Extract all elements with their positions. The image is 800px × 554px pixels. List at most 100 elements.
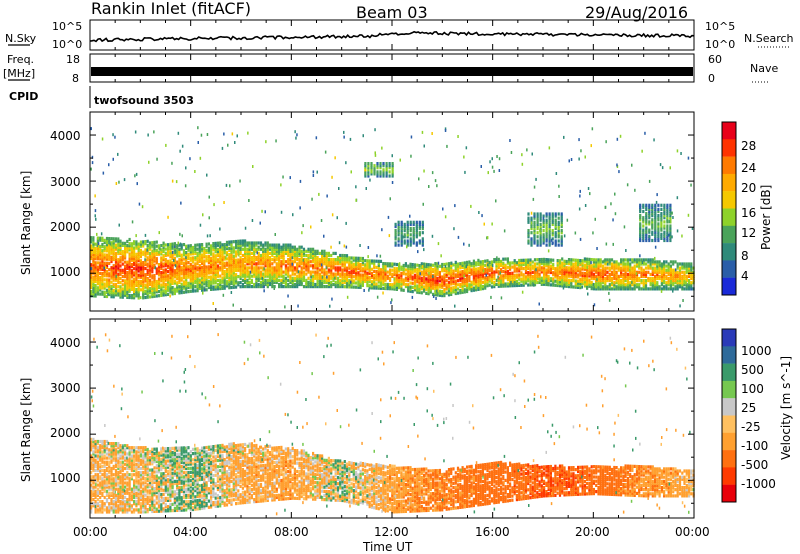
power-echo-cell [533,212,536,216]
power-echo-cell [105,278,109,282]
power-echo-cell [185,261,188,265]
power-echo-cell [633,276,636,281]
power-echo-cell [624,268,627,272]
power-echo-cell [518,281,521,285]
power-echo-cell [538,302,540,306]
power-echo-cell [293,258,296,262]
power-echo-cell [94,292,97,296]
power-echo-cell [266,268,269,272]
power-echo-cell [375,282,378,286]
power-echo-cell [406,243,409,247]
power-echo-cell [577,281,580,285]
power-echo-cell [548,224,551,229]
power-echo-cell [566,218,569,222]
power-echo-cell [437,242,440,246]
power-echo-cell [484,280,487,284]
power-echo-cell [359,267,362,271]
power-echo-cell [185,259,188,263]
power-echo-cell [296,251,299,255]
power-echo-cell [223,201,225,204]
power-echo-cell [651,203,654,207]
power-echo-cell [359,275,362,279]
power-echo-cell [148,258,152,262]
power-echo-cell [642,232,645,236]
power-echo-cell [284,243,287,247]
power-echo-cell [479,264,482,268]
power-echo-cell [135,258,138,263]
power-echo-cell [373,284,376,288]
power-echo-cell [577,260,579,264]
power-echo-cell [605,242,608,246]
noise-panel: 10^5 10^0 10^5 10^0 [52,19,735,51]
power-echo-cell [431,132,433,135]
power-echo-cell [629,272,632,276]
power-echo-cell [187,290,190,294]
power-echo-cell [427,265,430,269]
power-echo-cell [321,268,324,272]
power-echo-cell [649,260,652,264]
power-echo-cell [626,260,629,264]
power-echo-cell [561,280,564,284]
power-echo-cell [377,284,380,288]
power-echo-cell [262,245,265,249]
power-echo-cell [658,266,661,270]
power-echo-cell [493,280,496,284]
power-echo-cell [249,270,252,274]
power-echo-cell [228,246,231,250]
power-echo-cell [377,261,380,265]
power-echo-cell [327,262,330,266]
power-echo-cell [445,285,448,289]
power-echo-cell [205,282,208,286]
power-echo-cell [316,272,319,276]
power-echo-cell [171,281,174,285]
power-echo-cell [246,247,249,251]
power-echo-cell [250,247,253,251]
power-echo-cell [633,264,636,268]
power-echo-cell [302,285,306,289]
power-echo-cell [409,275,412,279]
power-echo-cell [644,279,648,283]
power-echo-cell [619,134,622,138]
power-echo-cell [318,192,320,196]
power-echo-cell [524,269,528,273]
power-echo-cell [395,285,398,289]
power-echo-cell [572,275,575,279]
power-echo-cell [316,278,319,282]
power-echo-cell [203,278,206,282]
power-echo-cell [669,228,672,232]
velocity-echo-cell [92,444,95,448]
power-echo-cell [264,260,267,264]
power-echo-cell [137,288,140,292]
power-echo-cell [527,239,530,243]
power-echo-cell [434,276,437,280]
power-echo-cell [624,272,627,276]
power-echo-cell [509,271,512,275]
power-echo-cell [173,248,176,252]
power-echo-cell [295,136,297,140]
power-echo-cell [660,232,663,236]
power-echo-cell [599,268,602,272]
power-echo-cell [278,274,281,278]
power-echo-cell [450,270,453,274]
power-echo-cell [608,283,611,287]
power-echo-cell [169,246,172,251]
power-echo-cell [570,283,573,287]
power-echo-cell [635,285,639,289]
power-echo-cell [510,151,513,154]
power-echo-cell [137,269,140,273]
power-echo-cell [169,259,172,263]
power-echo-cell [133,240,136,244]
power-echo-cell [500,261,503,265]
power-echo-cell [669,287,672,291]
power-echo-cell [551,222,554,226]
power-echo-cell [90,167,92,171]
power-echo-cell [364,279,367,283]
power-echo-cell [443,279,446,283]
power-echo-cell [654,274,657,278]
power-echo-cell [171,246,174,250]
power-echo-cell [221,278,224,282]
power-echo-cell [325,285,328,289]
power-echo-cell [253,268,256,272]
power-echo-cell [412,233,415,237]
power-echo-cell [500,276,503,280]
